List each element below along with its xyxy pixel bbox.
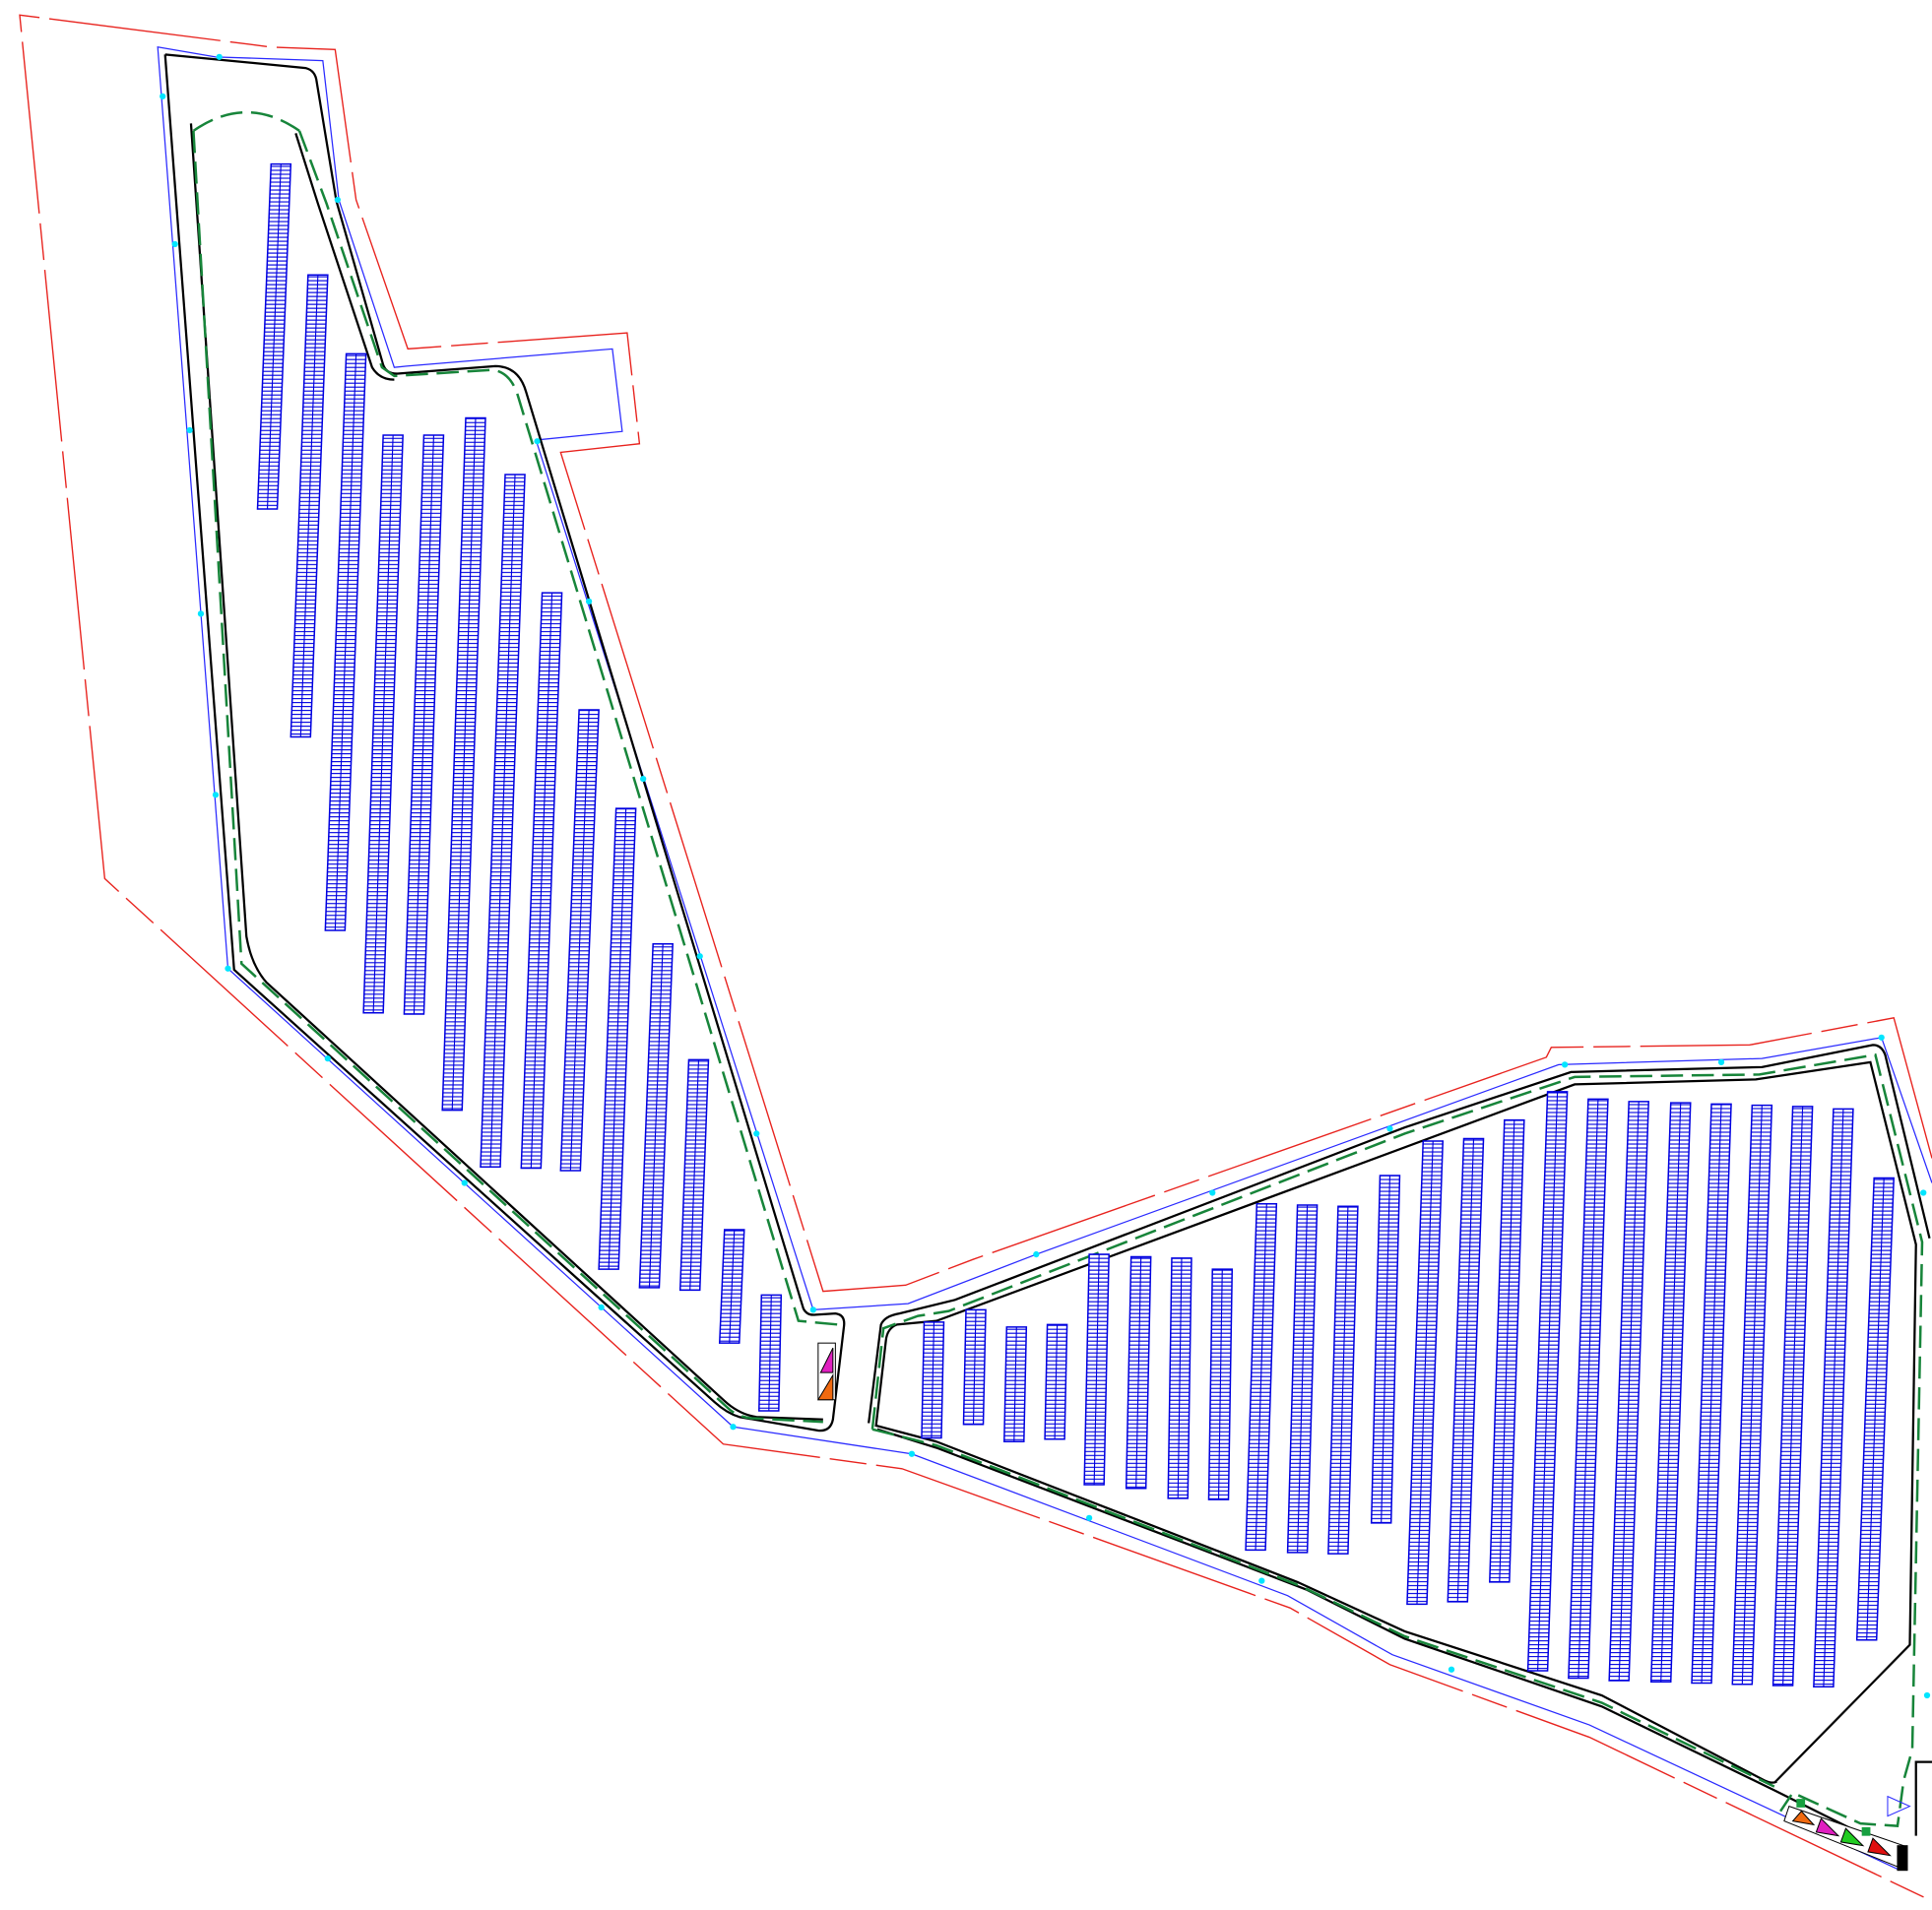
panel-row-divider xyxy=(689,1059,700,1291)
panel-row-divider xyxy=(1578,1099,1599,1679)
marker xyxy=(753,1130,760,1137)
equipment xyxy=(816,1372,834,1401)
marker xyxy=(1209,1189,1216,1196)
panel-row-divider xyxy=(1701,1104,1722,1684)
panel-row-divider xyxy=(1782,1106,1804,1687)
marker xyxy=(1920,1189,1927,1196)
road-outer-right xyxy=(868,1044,1932,1853)
panel-row-divider xyxy=(1013,1326,1017,1442)
panel-row-divider xyxy=(608,808,627,1270)
marker xyxy=(216,53,223,60)
equipment xyxy=(1796,1799,1806,1808)
marker xyxy=(598,1304,605,1310)
marker xyxy=(186,426,193,434)
marker xyxy=(534,438,541,445)
marker xyxy=(225,965,231,972)
marker xyxy=(461,1179,468,1186)
panel-row-divider xyxy=(729,1230,736,1344)
pv-array xyxy=(256,162,1895,1688)
marker xyxy=(585,598,593,605)
panel-row-divider xyxy=(451,417,477,1111)
marker xyxy=(809,1306,816,1313)
survey-markers xyxy=(160,53,1931,1699)
marker xyxy=(1033,1250,1040,1258)
panel-row-divider xyxy=(489,474,516,1168)
panel-row-divider xyxy=(372,434,394,1013)
marker xyxy=(640,775,647,783)
panel-row-divider xyxy=(1297,1204,1309,1553)
panel-row-divider xyxy=(931,1321,935,1438)
panel-row-divider xyxy=(768,1295,772,1411)
panel-row-divider xyxy=(1177,1257,1183,1498)
marker xyxy=(171,240,178,248)
panel-row-divider xyxy=(1135,1256,1142,1489)
panel-row-divider xyxy=(1456,1138,1475,1602)
marker xyxy=(1258,1577,1265,1584)
marker xyxy=(1085,1514,1093,1521)
panel-row-divider xyxy=(413,434,435,1015)
equipment xyxy=(1897,1845,1908,1872)
marker xyxy=(197,610,205,617)
road-outer-left xyxy=(163,53,846,1432)
panel-row-divider xyxy=(530,593,553,1169)
marker xyxy=(696,953,703,960)
marker xyxy=(1448,1666,1455,1673)
substation xyxy=(1783,1795,1911,1872)
panel-row-divider xyxy=(569,709,590,1171)
panel-row-divider xyxy=(1093,1254,1100,1486)
panel-row-divider xyxy=(1499,1119,1515,1582)
panel-row-divider xyxy=(648,943,664,1288)
road-inner-right xyxy=(874,1060,1917,1784)
marker xyxy=(730,1424,737,1431)
gate xyxy=(1887,1795,1911,1817)
equipment xyxy=(1815,1817,1840,1837)
equipment xyxy=(1861,1826,1871,1836)
marker xyxy=(334,196,341,204)
equipment xyxy=(1791,1810,1816,1826)
panel-row-divider xyxy=(299,275,319,737)
equipment xyxy=(1839,1827,1865,1847)
panel-row-divider xyxy=(1217,1269,1223,1500)
panel-row-divider xyxy=(972,1309,977,1425)
marker xyxy=(1878,1034,1885,1041)
panel-row-divider xyxy=(1618,1101,1640,1682)
road-inner-left xyxy=(189,123,823,1421)
marker xyxy=(1923,1691,1931,1699)
property-boundary xyxy=(19,14,1932,1902)
panel-row-divider xyxy=(266,163,282,510)
marker xyxy=(160,93,166,99)
panel-row-divider xyxy=(1337,1206,1349,1555)
cable-route-left xyxy=(192,110,838,1424)
panel-row-divider xyxy=(1255,1203,1267,1551)
panel-row-divider xyxy=(1660,1103,1682,1683)
panel-row-divider xyxy=(1741,1105,1763,1685)
panel-row-divider xyxy=(1416,1140,1434,1605)
panel-row-divider xyxy=(334,353,357,930)
cable-route-right xyxy=(870,1052,1924,1827)
equipment xyxy=(819,1347,834,1373)
marker xyxy=(1717,1058,1725,1065)
marker xyxy=(908,1450,916,1457)
panel-row-divider xyxy=(1537,1091,1559,1672)
marker xyxy=(1386,1125,1393,1132)
marker xyxy=(212,792,220,798)
marker xyxy=(324,1054,331,1062)
equipment xyxy=(1867,1837,1892,1857)
marker xyxy=(1561,1061,1569,1068)
inverter-station-left xyxy=(816,1342,836,1401)
panel-row-divider xyxy=(1054,1324,1059,1439)
panel-row-divider xyxy=(1381,1175,1391,1523)
panel-row-divider xyxy=(1866,1178,1885,1640)
panel-row-divider xyxy=(1823,1109,1844,1687)
